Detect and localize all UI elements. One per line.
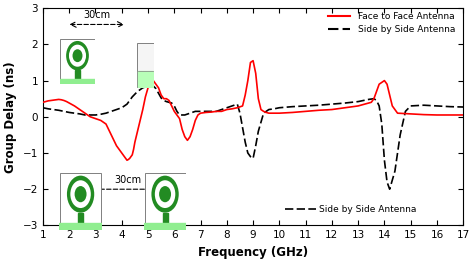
Text: 30cm: 30cm xyxy=(115,175,142,185)
Bar xyxy=(138,71,153,87)
FancyBboxPatch shape xyxy=(61,39,94,83)
Bar xyxy=(144,223,186,230)
Text: 30cm: 30cm xyxy=(83,10,110,20)
Circle shape xyxy=(73,49,82,62)
Circle shape xyxy=(74,186,87,202)
Circle shape xyxy=(69,45,86,67)
Text: Side by Side Antenna: Side by Side Antenna xyxy=(319,205,416,214)
Bar xyxy=(163,213,168,229)
Bar xyxy=(78,213,83,229)
Circle shape xyxy=(66,41,89,70)
Bar xyxy=(60,79,95,84)
FancyBboxPatch shape xyxy=(137,43,154,87)
FancyBboxPatch shape xyxy=(145,173,185,229)
Circle shape xyxy=(159,186,171,202)
FancyBboxPatch shape xyxy=(60,173,101,229)
Legend: Face to Face Antenna, Side by Side Antenna: Face to Face Antenna, Side by Side Anten… xyxy=(324,8,459,38)
Bar xyxy=(75,70,80,83)
X-axis label: Frequency (GHz): Frequency (GHz) xyxy=(198,246,308,259)
Circle shape xyxy=(155,180,175,208)
Circle shape xyxy=(70,180,91,208)
Circle shape xyxy=(67,176,94,213)
Y-axis label: Group Delay (ns): Group Delay (ns) xyxy=(4,61,17,173)
Circle shape xyxy=(151,176,179,213)
Bar xyxy=(59,223,102,230)
